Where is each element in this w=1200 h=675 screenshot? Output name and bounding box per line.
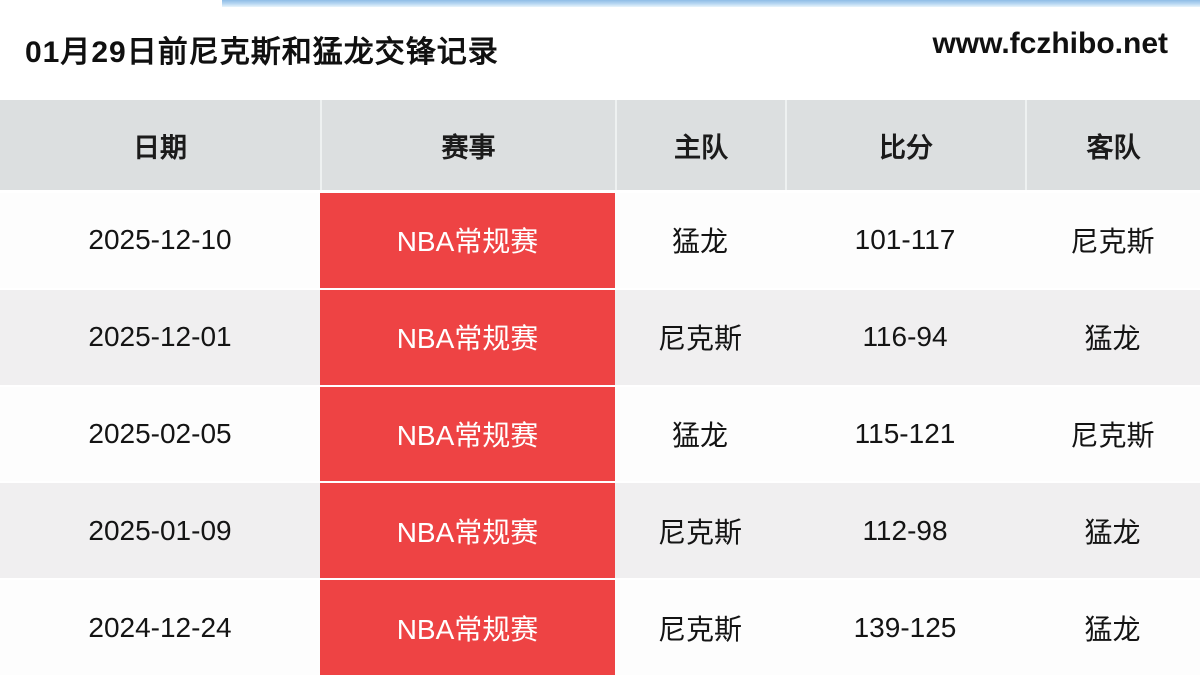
- score-cell: 112-98: [862, 514, 948, 546]
- home-team-cell: 尼克斯: [657, 613, 742, 645]
- away-team-cell: 猛龙: [1084, 323, 1141, 355]
- table-row: 2024-12-24 NBA常规赛 尼克斯 139-125 猛龙: [0, 580, 1200, 675]
- home-team-cell: 尼克斯: [657, 323, 742, 355]
- page-title: 01月29日前尼克斯和猛龙交锋记录: [25, 36, 499, 69]
- table-row: 2025-12-10 NBA常规赛 猛龙 101-117 尼克斯: [0, 193, 1200, 288]
- event-badge: NBA常规赛: [320, 580, 615, 675]
- score-cell: 139-125: [853, 611, 957, 643]
- event-badge: NBA常规赛: [320, 386, 615, 482]
- table-row: 2025-01-09 NBA常规赛 尼克斯 112-98 猛龙: [0, 483, 1200, 579]
- top-blue-strip: [222, 0, 1200, 7]
- away-team-cell: 猛龙: [1084, 613, 1141, 645]
- header-home: 主队: [615, 100, 785, 190]
- date-cell: 2025-02-05: [88, 417, 232, 449]
- away-team-cell: 尼克斯: [1070, 226, 1155, 258]
- header-date: 日期: [133, 132, 187, 163]
- date-cell: 2025-01-09: [88, 514, 232, 546]
- event-badge: NBA常规赛: [320, 483, 615, 579]
- header-score: 比分: [785, 100, 1025, 190]
- away-team-cell: 尼克斯: [1070, 419, 1155, 451]
- header-event: 赛事: [320, 100, 615, 190]
- score-cell: 101-117: [854, 224, 956, 256]
- matches-table: 日期 赛事 主队 比分 客队 2025-12-10 NBA常规赛 猛龙 101-…: [0, 100, 1200, 675]
- home-team-cell: 猛龙: [671, 419, 728, 451]
- header-away: 客队: [1025, 100, 1200, 190]
- event-badge: NBA常规赛: [320, 193, 615, 288]
- score-cell: 115-121: [854, 417, 956, 449]
- date-cell: 2024-12-24: [88, 611, 232, 643]
- topbar: 01月29日前尼克斯和猛龙交锋记录 www.fczhibo.net: [0, 0, 1200, 95]
- date-cell: 2025-12-01: [88, 321, 232, 353]
- table-header-row: 日期 赛事 主队 比分 客队: [0, 100, 1200, 190]
- score-cell: 116-94: [862, 321, 948, 353]
- away-team-cell: 猛龙: [1084, 516, 1141, 548]
- table-row: 2025-02-05 NBA常规赛 猛龙 115-121 尼克斯: [0, 386, 1200, 482]
- home-team-cell: 尼克斯: [657, 516, 742, 548]
- event-badge: NBA常规赛: [320, 289, 615, 385]
- home-team-cell: 猛龙: [671, 226, 728, 258]
- site-url-link[interactable]: www.fczhibo.net: [932, 27, 1168, 60]
- table-body: 2025-12-10 NBA常规赛 猛龙 101-117 尼克斯 2025-12…: [0, 190, 1200, 675]
- date-cell: 2025-12-10: [88, 224, 232, 256]
- table-row: 2025-12-01 NBA常规赛 尼克斯 116-94 猛龙: [0, 289, 1200, 385]
